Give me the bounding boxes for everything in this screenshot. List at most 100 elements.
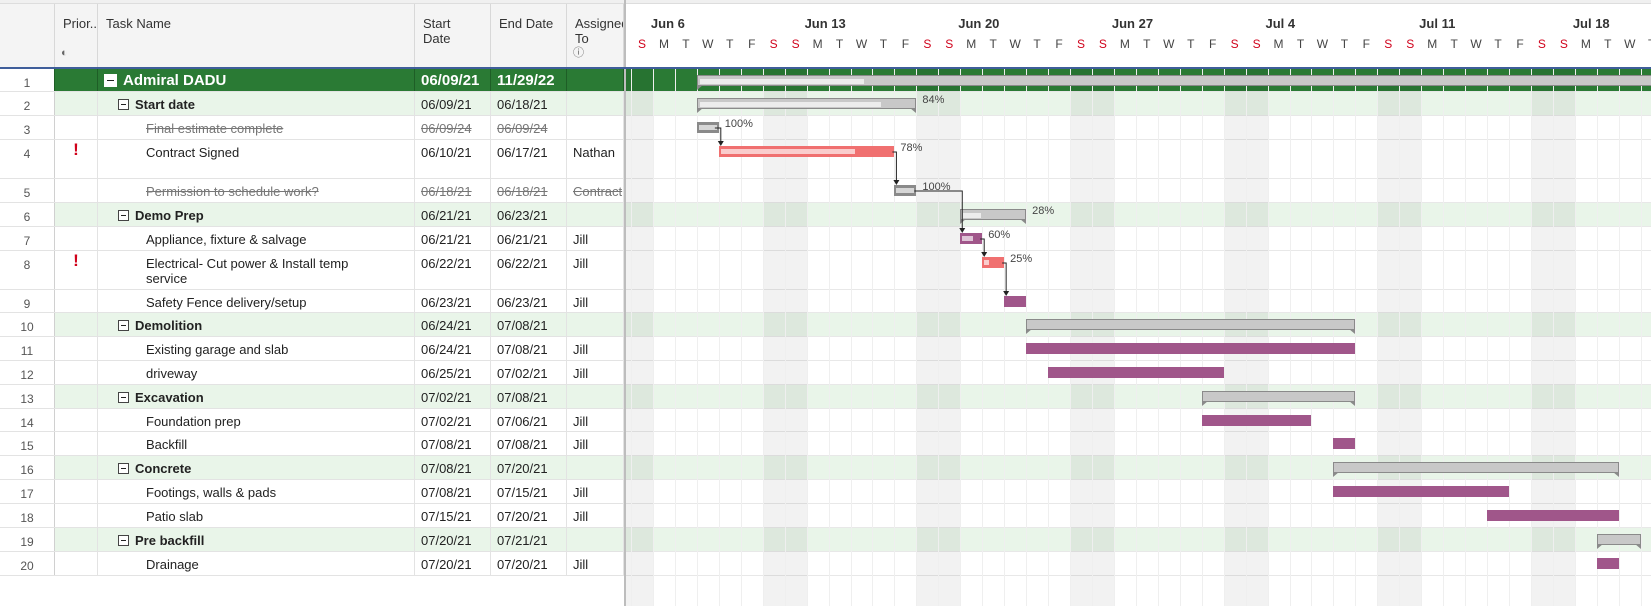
end-date-cell[interactable]: 07/08/21	[491, 337, 567, 360]
table-row[interactable]: 12 driveway 06/25/21 07/02/21 Jill	[0, 361, 624, 385]
priority-cell[interactable]	[55, 290, 98, 312]
end-date-cell[interactable]: 07/08/21	[491, 432, 567, 455]
end-date-cell[interactable]: 11/29/22	[491, 69, 567, 91]
task-name-cell[interactable]: Drainage	[98, 552, 415, 575]
end-date-cell[interactable]: 07/20/21	[491, 552, 567, 575]
start-date-cell[interactable]: 07/02/21	[415, 409, 491, 431]
table-row[interactable]: 17 Footings, walls & pads 07/08/21 07/15/21…	[0, 480, 624, 504]
priority-cell[interactable]	[55, 227, 98, 250]
table-row[interactable]: 1 Admiral DADU 06/09/21 11/29/22	[0, 69, 624, 92]
end-date-cell[interactable]: 06/18/21	[491, 179, 567, 202]
table-row[interactable]: 13 Excavation 07/02/21 07/08/21	[0, 385, 624, 409]
assigned-to-cell[interactable]: Jill	[567, 504, 624, 527]
end-date-cell[interactable]: 06/23/21	[491, 290, 567, 312]
start-date-cell[interactable]: 07/08/21	[415, 432, 491, 455]
task-name-cell[interactable]: Concrete	[98, 456, 415, 479]
assigned-to-column-header[interactable]: Assigned To ⓘ	[567, 4, 624, 68]
table-row[interactable]: 11 Existing garage and slab 06/24/21 07/08/…	[0, 337, 624, 361]
task-name-cell[interactable]: Final estimate complete	[98, 116, 415, 139]
task-name-cell[interactable]: Patio slab	[98, 504, 415, 527]
priority-cell[interactable]: !	[55, 251, 98, 289]
task-name-cell[interactable]: Excavation	[98, 385, 415, 408]
table-row[interactable]: 15 Backfill 07/08/21 07/08/21 Jill	[0, 432, 624, 456]
start-date-cell[interactable]: 07/20/21	[415, 552, 491, 575]
assigned-to-cell[interactable]: Jill	[567, 552, 624, 575]
task-name-cell[interactable]: Backfill	[98, 432, 415, 455]
task-bar[interactable]	[960, 233, 983, 244]
task-bar[interactable]	[1596, 558, 1619, 569]
end-date-cell[interactable]: 06/22/21	[491, 251, 567, 289]
priority-cell[interactable]	[55, 456, 98, 479]
task-bar[interactable]	[718, 146, 895, 157]
summary-bar[interactable]	[1026, 319, 1356, 334]
collapse-toggle-icon[interactable]	[118, 99, 129, 111]
task-name-cell[interactable]: driveway	[98, 361, 415, 384]
priority-cell[interactable]	[55, 432, 98, 455]
task-bar[interactable]	[894, 185, 917, 196]
table-row[interactable]: 2 Start date 06/09/21 06/18/21	[0, 92, 624, 116]
start-date-cell[interactable]: 06/09/21	[415, 92, 491, 115]
task-bar[interactable]	[1004, 296, 1027, 307]
end-date-cell[interactable]: 06/18/21	[491, 92, 567, 115]
task-name-cell[interactable]: Foundation prep	[98, 409, 415, 431]
priority-cell[interactable]	[55, 552, 98, 575]
table-row[interactable]: 3 Final estimate complete 06/09/24 06/09/24	[0, 116, 624, 140]
end-date-cell[interactable]: 06/17/21	[491, 140, 567, 178]
start-date-cell[interactable]: 07/15/21	[415, 504, 491, 527]
start-date-cell[interactable]: 06/22/21	[415, 251, 491, 289]
end-date-cell[interactable]: 07/02/21	[491, 361, 567, 384]
start-date-cell[interactable]: 07/20/21	[415, 528, 491, 551]
collapse-toggle-icon[interactable]	[118, 210, 129, 222]
collapse-toggle-icon[interactable]	[104, 73, 117, 87]
assigned-to-cell[interactable]: Jill	[567, 290, 624, 312]
end-date-column-header[interactable]: End Date	[491, 4, 567, 68]
task-bar[interactable]	[1048, 367, 1224, 378]
priority-cell[interactable]	[55, 203, 98, 226]
collapse-toggle-icon[interactable]	[118, 463, 129, 475]
task-name-cell[interactable]: Permission to schedule work?	[98, 179, 415, 202]
task-name-cell[interactable]: Contract Signed	[98, 140, 415, 178]
start-date-cell[interactable]: 07/02/21	[415, 385, 491, 408]
task-name-cell[interactable]: Existing garage and slab	[98, 337, 415, 360]
priority-cell[interactable]	[55, 409, 98, 431]
collapse-toggle-icon[interactable]	[118, 392, 129, 404]
priority-column-header[interactable]: Prior... ◐	[55, 4, 98, 68]
start-date-cell[interactable]: 06/24/21	[415, 313, 491, 336]
assigned-to-cell[interactable]	[567, 313, 624, 336]
priority-cell[interactable]	[55, 528, 98, 551]
end-date-cell[interactable]: 06/09/24	[491, 116, 567, 139]
assigned-to-cell[interactable]	[567, 385, 624, 408]
assigned-to-cell[interactable]: Jill	[567, 480, 624, 503]
priority-cell[interactable]	[55, 69, 98, 91]
start-date-column-header[interactable]: Start Date	[415, 4, 491, 68]
start-date-cell[interactable]: 06/09/21	[415, 69, 491, 91]
assigned-to-cell[interactable]	[567, 528, 624, 551]
summary-bar[interactable]	[696, 98, 917, 113]
end-date-cell[interactable]: 06/23/21	[491, 203, 567, 226]
table-row[interactable]: 18 Patio slab 07/15/21 07/20/21 Jill	[0, 504, 624, 528]
task-name-cell[interactable]: Demo Prep	[98, 203, 415, 226]
table-row[interactable]: 19 Pre backfill 07/20/21 07/21/21	[0, 528, 624, 552]
table-row[interactable]: 7 Appliance, fixture & salvage 06/21/21 06/…	[0, 227, 624, 251]
priority-cell[interactable]	[55, 480, 98, 503]
table-row[interactable]: 8! Electrical- Cut power & Install temp s…	[0, 251, 624, 290]
end-date-cell[interactable]: 07/15/21	[491, 480, 567, 503]
assigned-to-cell[interactable]	[567, 456, 624, 479]
collapse-toggle-icon[interactable]	[118, 535, 129, 547]
task-name-cell[interactable]: Start date	[98, 92, 415, 115]
summary-bar[interactable]	[1333, 462, 1620, 477]
assigned-to-cell[interactable]: Nathan	[567, 140, 624, 178]
assigned-to-cell[interactable]: Contract	[567, 179, 624, 202]
start-date-cell[interactable]: 07/08/21	[415, 456, 491, 479]
end-date-cell[interactable]: 07/06/21	[491, 409, 567, 431]
assigned-to-cell[interactable]: Jill	[567, 409, 624, 431]
summary-bar[interactable]	[960, 209, 1027, 224]
priority-cell[interactable]	[55, 361, 98, 384]
assigned-to-cell[interactable]: Jill	[567, 337, 624, 360]
assigned-to-cell[interactable]: Jill	[567, 432, 624, 455]
table-row[interactable]: 14 Foundation prep 07/02/21 07/06/21 Jill	[0, 409, 624, 432]
start-date-cell[interactable]: 06/10/21	[415, 140, 491, 178]
end-date-cell[interactable]: 07/21/21	[491, 528, 567, 551]
table-row[interactable]: 16 Concrete 07/08/21 07/20/21	[0, 456, 624, 480]
start-date-cell[interactable]: 06/24/21	[415, 337, 491, 360]
